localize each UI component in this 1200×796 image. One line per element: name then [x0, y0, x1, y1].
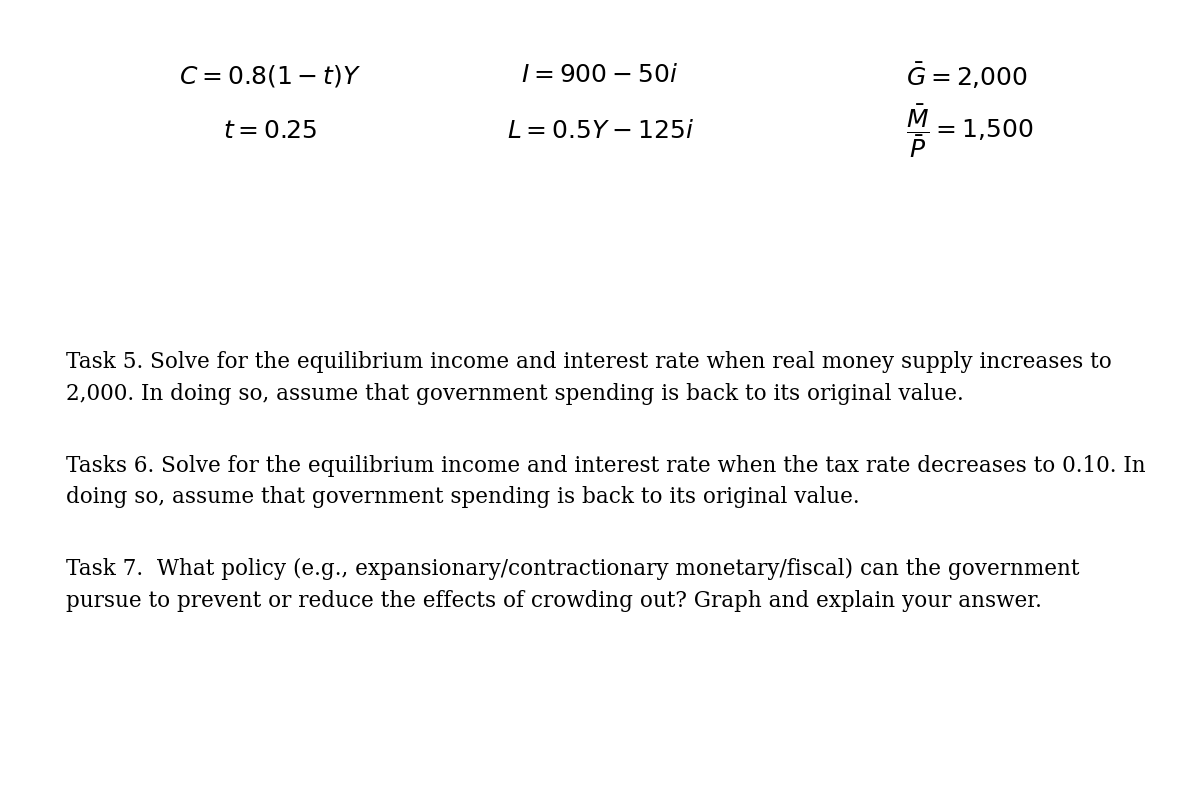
Text: $t = 0.25$: $t = 0.25$ [223, 120, 317, 142]
Text: $L = 0.5Y - 125i$: $L = 0.5Y - 125i$ [506, 120, 694, 142]
Text: doing so, assume that government spending is back to its original value.: doing so, assume that government spendin… [66, 486, 859, 509]
Text: Tasks 6. Solve for the equilibrium income and interest rate when the tax rate de: Tasks 6. Solve for the equilibrium incom… [66, 455, 1146, 477]
Text: pursue to prevent or reduce the effects of crowding out? Graph and explain your : pursue to prevent or reduce the effects … [66, 590, 1042, 612]
Text: Task 5. Solve for the equilibrium income and interest rate when real money suppl: Task 5. Solve for the equilibrium income… [66, 351, 1111, 373]
Text: $\bar{G} = 2{,}000$: $\bar{G} = 2{,}000$ [906, 60, 1028, 91]
Text: $C = 0.8(1 - t)Y$: $C = 0.8(1 - t)Y$ [179, 63, 361, 88]
Text: $\dfrac{\bar{M}}{\bar{P}} = 1{,}500$: $\dfrac{\bar{M}}{\bar{P}} = 1{,}500$ [906, 103, 1033, 160]
Text: 2,000. In doing so, assume that government spending is back to its original valu: 2,000. In doing so, assume that governme… [66, 383, 964, 405]
Text: $I = 900 - 50i$: $I = 900 - 50i$ [522, 64, 678, 87]
Text: Task 7.  What policy (e.g., expansionary/contractionary monetary/fiscal) can the: Task 7. What policy (e.g., expansionary/… [66, 558, 1080, 580]
